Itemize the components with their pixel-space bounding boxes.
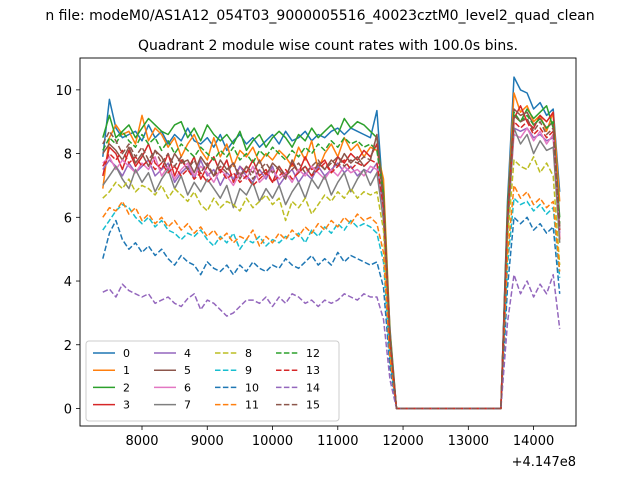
legend-label: 1 bbox=[123, 364, 130, 377]
x-tick-label: 14000 bbox=[513, 434, 554, 449]
y-tick-label: 6 bbox=[64, 211, 72, 226]
figure-suptitle: n file: modeM0/AS1A12_054T03_9000005516_… bbox=[45, 8, 594, 24]
series-line-8 bbox=[102, 156, 561, 410]
series-line-15 bbox=[102, 114, 561, 410]
legend-label: 13 bbox=[306, 364, 320, 377]
series-layer bbox=[102, 76, 561, 410]
legend-label: 5 bbox=[184, 364, 191, 377]
legend-label: 3 bbox=[123, 399, 130, 412]
legend-label: 12 bbox=[306, 347, 320, 360]
legend-label: 4 bbox=[184, 347, 191, 360]
x-tick-label: 9000 bbox=[191, 434, 224, 449]
x-axis: 8000 9000 10000 11000 12000 13000 14000 bbox=[125, 426, 554, 449]
y-axis: 0 2 4 6 8 10 bbox=[55, 84, 80, 417]
legend-label: 15 bbox=[306, 399, 320, 412]
legend-label: 0 bbox=[123, 347, 130, 360]
y-tick-label: 0 bbox=[64, 402, 72, 417]
legend-label: 2 bbox=[123, 381, 130, 394]
x-tick-label: 8000 bbox=[125, 434, 158, 449]
legend-label: 7 bbox=[184, 399, 191, 412]
y-tick-label: 2 bbox=[64, 339, 72, 354]
x-tick-label: 10000 bbox=[252, 434, 293, 449]
legend-label: 14 bbox=[306, 381, 320, 394]
plot-frame bbox=[79, 57, 577, 427]
series-line-12 bbox=[102, 111, 561, 410]
x-tick-label: 12000 bbox=[382, 434, 423, 449]
legend-label: 6 bbox=[184, 381, 191, 394]
y-tick-label: 10 bbox=[55, 84, 72, 99]
y-tick-label: 4 bbox=[64, 275, 72, 290]
legend-label: 11 bbox=[245, 399, 259, 412]
legend-label: 8 bbox=[245, 347, 252, 360]
legend-label: 10 bbox=[245, 381, 259, 394]
x-tick-label: 11000 bbox=[317, 434, 358, 449]
legend-box bbox=[85, 340, 340, 422]
x-tick-label: 13000 bbox=[448, 434, 489, 449]
legend-label: 9 bbox=[245, 364, 252, 377]
y-tick-label: 8 bbox=[64, 148, 72, 163]
x-offset-label: +4.147e8 bbox=[512, 455, 576, 470]
chart-title: Quadrant 2 module wise count rates with … bbox=[138, 38, 518, 54]
